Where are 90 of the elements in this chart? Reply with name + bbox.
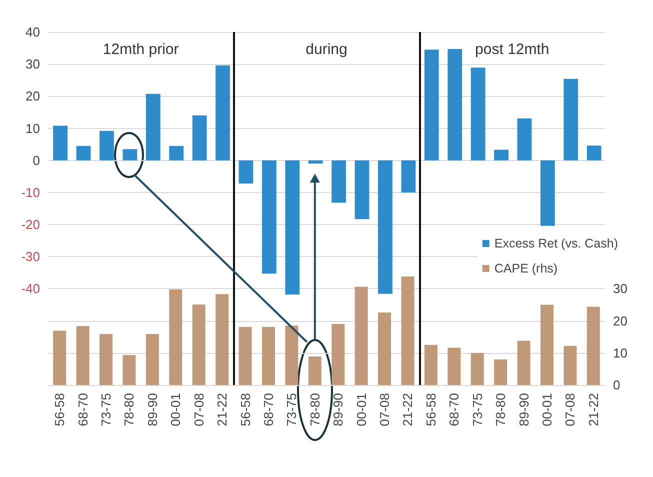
bar (586, 306, 600, 385)
bar (192, 304, 206, 385)
bar (354, 286, 368, 385)
bar (448, 348, 461, 385)
bar (238, 160, 254, 184)
bar (424, 344, 438, 385)
bar (192, 115, 207, 160)
y-tick-label: 40 (26, 24, 40, 40)
bar (494, 359, 508, 385)
x-tick-label: 21-22 (400, 393, 416, 426)
x-tick-label: 07-08 (191, 393, 206, 426)
annotation: during (306, 41, 348, 58)
bar (53, 126, 68, 160)
x-tick-label: 68-70 (446, 393, 462, 426)
y-tick-label: 0 (32, 152, 40, 168)
bar (262, 326, 275, 385)
x-tick-label: 56-58 (423, 393, 438, 426)
bar (540, 160, 555, 226)
x-tick-label: 56-58 (52, 393, 68, 426)
x-tick-label: 21-22 (214, 393, 230, 426)
bar (146, 334, 159, 385)
bar (308, 160, 323, 164)
y2-tick-label: 20 (613, 313, 628, 328)
bar (169, 146, 184, 160)
bar (76, 326, 90, 385)
y2-tick-label: 30 (613, 281, 628, 296)
x-tick-label: 89-90 (330, 393, 346, 426)
x-tick-label: 78-80 (493, 393, 508, 426)
bar (169, 289, 182, 385)
bar (401, 160, 416, 192)
bar (308, 356, 322, 385)
bar (285, 326, 298, 385)
x-tick-label: 78-80 (307, 393, 322, 426)
x-tick-label: 73-75 (470, 393, 485, 426)
x-tick-label: 21-22 (586, 393, 601, 426)
x-tick-label: 78-80 (122, 393, 137, 426)
bar (285, 160, 300, 295)
bar (586, 146, 602, 160)
bar (216, 65, 230, 160)
legend-label: Excess Ret (vs. Cash) (494, 236, 618, 250)
bar (100, 130, 114, 160)
bar (494, 150, 508, 160)
bar (262, 160, 276, 274)
y-tick-label: 20 (26, 88, 40, 104)
bar (517, 340, 530, 385)
bar (100, 334, 113, 385)
y-tick-label: -10 (21, 184, 40, 200)
x-tick-label: 89-90 (516, 393, 532, 426)
bar (122, 149, 138, 160)
bar (332, 324, 345, 385)
x-tick-label: 00-01 (354, 393, 369, 426)
bar (540, 304, 554, 385)
y-tick-label: 10 (26, 120, 40, 136)
x-tick-label: 68-70 (75, 393, 90, 426)
bar (378, 160, 392, 294)
bar (146, 94, 160, 160)
bar (332, 160, 346, 203)
annotation: post 12mth (475, 41, 550, 58)
x-tick-label: 89-90 (144, 393, 160, 426)
bar (564, 78, 578, 160)
bar (354, 160, 370, 220)
y-tick-label: -40 (21, 281, 40, 296)
bar (470, 68, 486, 160)
x-tick-label: 00-01 (168, 393, 184, 426)
legend-label: CAPE (rhs) (494, 262, 558, 276)
bar (216, 294, 229, 385)
bar (238, 326, 252, 385)
y2-tick-label: 10 (613, 345, 628, 360)
x-tick-label: 07-08 (377, 393, 392, 426)
x-tick-label: 07-08 (562, 393, 578, 426)
bar (448, 49, 462, 160)
x-tick-label: 56-58 (238, 393, 253, 426)
y-tick-label: -20 (21, 217, 40, 232)
x-tick-label: 73-75 (284, 393, 300, 426)
bar (564, 346, 577, 385)
bar (517, 118, 532, 160)
bar (76, 146, 91, 160)
bar (378, 312, 392, 385)
bar (401, 276, 414, 385)
x-tick-label: 68-70 (260, 393, 276, 426)
y-tick-label: -30 (21, 249, 40, 264)
y2-tick-label: 0 (613, 378, 620, 392)
annotation: 12mth prior (102, 41, 179, 58)
y-tick-label: 30 (26, 56, 40, 72)
x-tick-label: 73-75 (98, 393, 114, 426)
x-tick-label: 00-01 (539, 393, 554, 426)
bar (122, 355, 136, 385)
bar (424, 50, 439, 160)
bar (470, 352, 484, 385)
bar (53, 330, 66, 385)
